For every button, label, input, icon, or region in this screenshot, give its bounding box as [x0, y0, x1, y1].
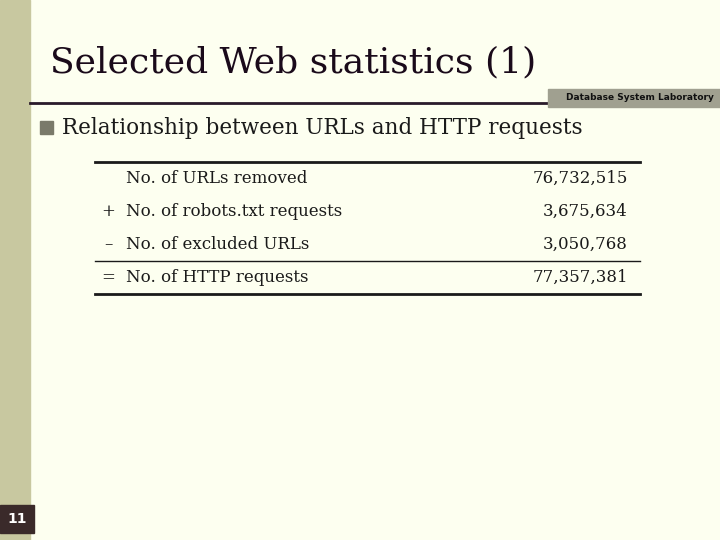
Text: Relationship between URLs and HTTP requests: Relationship between URLs and HTTP reque…	[62, 117, 582, 139]
Text: 76,732,515: 76,732,515	[533, 170, 628, 187]
Bar	[548, 89, 720, 107]
Text: No. of robots.txt requests: No. of robots.txt requests	[126, 203, 342, 220]
Bar	[40, 121, 53, 134]
Text: =: =	[101, 269, 115, 286]
Text: +: +	[101, 203, 115, 220]
Text: 3,675,634: 3,675,634	[544, 203, 628, 220]
Bar	[0, 505, 34, 533]
Text: 11: 11	[7, 512, 27, 526]
Text: Database System Laboratory: Database System Laboratory	[566, 93, 714, 103]
Text: 77,357,381: 77,357,381	[532, 269, 628, 286]
Text: –: –	[104, 236, 112, 253]
Text: 3,050,768: 3,050,768	[543, 236, 628, 253]
Bar	[0, 0, 30, 540]
Text: Selected Web statistics (1): Selected Web statistics (1)	[50, 45, 536, 79]
Text: No. of URLs removed: No. of URLs removed	[126, 170, 307, 187]
Text: No. of excluded URLs: No. of excluded URLs	[126, 236, 310, 253]
Text: No. of HTTP requests: No. of HTTP requests	[126, 269, 308, 286]
